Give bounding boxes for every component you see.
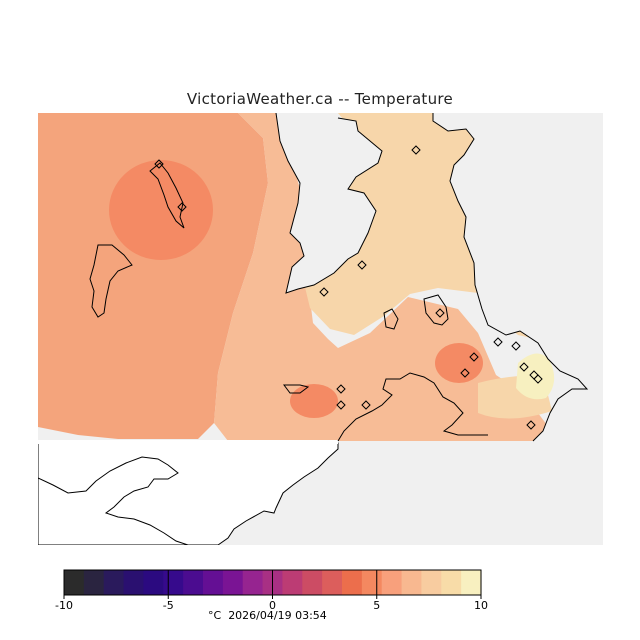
legend-swatch: [183, 570, 204, 595]
legend-swatch: [64, 570, 85, 595]
sea-east: [433, 113, 603, 441]
legend-ticks: -10 -5 0 5 10: [55, 570, 488, 612]
diamond-icon: [493, 337, 503, 347]
mainland-inner-coast: [38, 456, 189, 545]
legend-tick-label: -10: [55, 599, 73, 612]
mainland-coast: [38, 442, 339, 545]
legend-swatch: [222, 570, 244, 595]
zone-warm-nw: [109, 160, 213, 260]
legend-unit: °C: [208, 609, 222, 622]
legend-swatch: [123, 570, 145, 595]
diamond-icon: [336, 384, 346, 394]
legend-timestamp: 2026/04/19 03:54: [228, 609, 327, 622]
legend-swatch: [322, 570, 343, 595]
legend-swatch: [282, 570, 303, 595]
legend-tick-label: 5: [373, 599, 380, 612]
legend-tick-label: -5: [163, 599, 174, 612]
legend-swatch: [401, 570, 423, 595]
diamond-icon: [435, 308, 445, 318]
legend-tick-label: 10: [474, 599, 488, 612]
zone-warm-sw: [290, 384, 338, 418]
legend-swatch: [381, 570, 403, 595]
legend-swatch: [302, 570, 323, 595]
diamond-icon: [177, 202, 187, 212]
legend-swatch: [103, 570, 125, 595]
legend-swatch: [83, 570, 105, 595]
legend-swatches: [64, 570, 482, 595]
diamond-icon: [511, 341, 521, 351]
temperature-map[interactable]: [38, 113, 603, 545]
diamond-icon: [533, 374, 543, 384]
diamond-icon: [361, 400, 371, 410]
diamond-icon: [154, 159, 164, 169]
legend-swatch: [143, 570, 164, 595]
diamond-icon: [519, 362, 529, 372]
legend-swatch: [461, 570, 482, 595]
diamond-icon: [357, 260, 367, 270]
diamond-icon: [319, 287, 329, 297]
sea-north: [276, 113, 382, 293]
legend-swatch: [421, 570, 442, 595]
diamond-icon: [336, 400, 346, 410]
diamond-icon: [526, 420, 536, 430]
diamond-icon: [411, 145, 421, 155]
legend-swatch: [361, 570, 383, 595]
legend-swatch: [441, 570, 462, 595]
diamond-icon: [460, 368, 470, 378]
legend-swatch: [242, 570, 264, 595]
zone-warm-center: [435, 343, 483, 383]
field-edge-bottom: [38, 440, 338, 444]
coastlines: [89, 113, 589, 442]
legend-tick-label: 0: [269, 599, 276, 612]
legend-swatch: [163, 570, 184, 595]
legend-swatch: [203, 570, 224, 595]
legend-swatch: [342, 570, 363, 595]
weather-stations: [154, 145, 543, 430]
legend-footer: °C 2026/04/19 03:54: [208, 609, 327, 622]
diamond-icon: [469, 352, 479, 362]
zone-mild: [38, 113, 268, 439]
chart-title: VictoriaWeather.ca -- Temperature: [186, 90, 454, 108]
